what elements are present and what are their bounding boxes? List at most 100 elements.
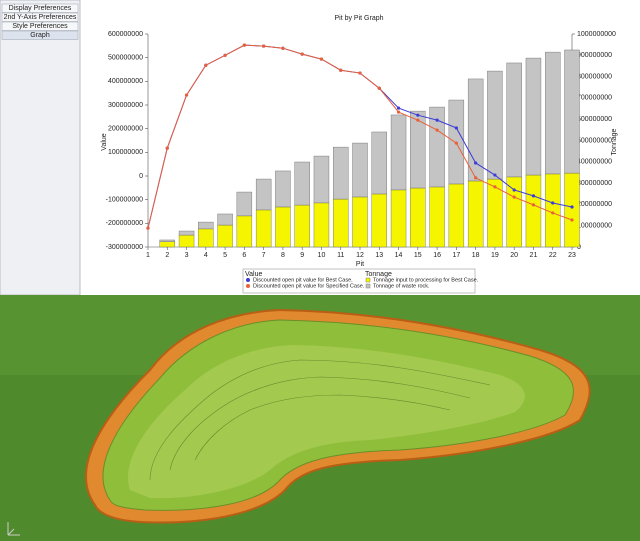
y2-axis-label: Tonnage	[611, 128, 618, 155]
bar	[525, 57, 542, 176]
point	[454, 126, 458, 130]
bar	[178, 230, 195, 236]
x-tick-label: 7	[262, 252, 266, 259]
y-tick-label: 500000000	[108, 55, 143, 62]
x-tick-label: 13	[375, 252, 383, 259]
bar	[275, 170, 291, 208]
bar	[390, 189, 407, 248]
x-tick-label: 15	[414, 252, 422, 259]
bar	[545, 51, 561, 175]
legend-label: Tonnage of waste rock.	[373, 283, 430, 289]
bar	[429, 106, 445, 188]
point	[551, 211, 555, 215]
bar	[294, 161, 310, 206]
bar	[236, 215, 253, 248]
point	[435, 128, 439, 132]
y2-tick-label: 0	[577, 244, 581, 251]
y-tick-label: 600000000	[108, 31, 143, 38]
x-tick-label: 14	[395, 252, 403, 259]
point	[531, 194, 536, 198]
point	[416, 118, 420, 122]
bar	[506, 62, 522, 178]
point	[339, 68, 343, 72]
y2-tick-label: 200000000	[577, 201, 612, 208]
point	[396, 110, 401, 114]
bar	[564, 49, 580, 174]
x-tick-label: 5	[223, 252, 227, 259]
bar	[198, 228, 214, 248]
panel	[0, 0, 640, 295]
bar	[255, 178, 272, 211]
y2-tick-label: 1000000000	[577, 31, 616, 38]
chart-title: Pit by Pit Graph	[334, 15, 383, 22]
x-tick-label: 16	[433, 252, 441, 259]
bar	[178, 234, 195, 248]
y-tick-label: 300000000	[108, 102, 143, 109]
legend-swatch	[246, 278, 250, 282]
x-tick-label: 9	[300, 252, 304, 259]
x-tick-label: 4	[204, 252, 208, 259]
chart: -300000000 -200000000 -100000000 0 100000000…	[106, 31, 616, 290]
bar	[333, 146, 349, 200]
y-tick-label: -300000000	[106, 244, 143, 251]
y-tick-label: 400000000	[108, 78, 143, 85]
x-tick-label: 19	[491, 252, 499, 259]
point	[416, 113, 420, 117]
point	[551, 201, 555, 205]
x-tick-label: 3	[185, 252, 189, 259]
point	[184, 93, 189, 97]
y2-tick-label: 800000000	[577, 73, 612, 80]
bar	[429, 186, 445, 248]
sidebar-button-label[interactable]: Graph	[30, 32, 50, 39]
y-axis-label: Value	[101, 133, 108, 150]
bar	[371, 131, 387, 195]
sidebar-button-label[interactable]: 2nd Y-Axis Preferences	[4, 14, 77, 21]
sidebar-button-label[interactable]: Display Preferences	[9, 5, 72, 12]
legend-label: Discounted open pit value for Best Case.	[253, 277, 353, 283]
point	[358, 71, 362, 75]
bar	[390, 114, 407, 191]
y-tick-label: 100000000	[108, 149, 143, 156]
sidebar-button[interactable]	[1, 30, 79, 40]
legend	[242, 268, 476, 294]
point	[570, 218, 574, 222]
bar	[313, 155, 330, 204]
point	[165, 146, 169, 150]
bar	[333, 198, 349, 248]
point	[281, 46, 285, 50]
bar	[448, 183, 465, 248]
bar	[506, 176, 522, 248]
y2-tick-label: 400000000	[577, 159, 612, 166]
sidebar-button[interactable]	[1, 12, 79, 22]
bar	[313, 202, 330, 248]
legend-swatch	[246, 284, 250, 288]
sidebar-button[interactable]	[1, 3, 79, 13]
x-tick-label: 12	[356, 252, 364, 259]
bar	[275, 206, 291, 248]
sidebar-button-label[interactable]: Style Preferences	[12, 23, 68, 30]
x-tick-label: 23	[568, 252, 576, 259]
y-tick-label: 200000000	[108, 126, 143, 133]
y-tick-label: -100000000	[106, 197, 143, 204]
x-tick-label: 10	[318, 252, 326, 259]
point	[454, 141, 458, 145]
point	[493, 185, 497, 189]
point	[493, 173, 497, 177]
bar	[467, 78, 484, 182]
point	[512, 195, 516, 199]
bar	[294, 204, 310, 248]
point	[474, 176, 478, 180]
sidebar	[0, 0, 81, 296]
legend-title: Tonnage	[365, 271, 392, 278]
point	[377, 86, 381, 90]
x-tick-label: 11	[337, 252, 344, 259]
bar	[236, 191, 253, 217]
bar	[217, 224, 233, 248]
y2-tick-label: 900000000	[577, 52, 612, 59]
bar	[159, 241, 175, 248]
y2-tick-label: 500000000	[577, 137, 612, 144]
point	[242, 43, 246, 47]
bar	[217, 213, 233, 226]
sidebar-button[interactable]	[1, 21, 79, 31]
